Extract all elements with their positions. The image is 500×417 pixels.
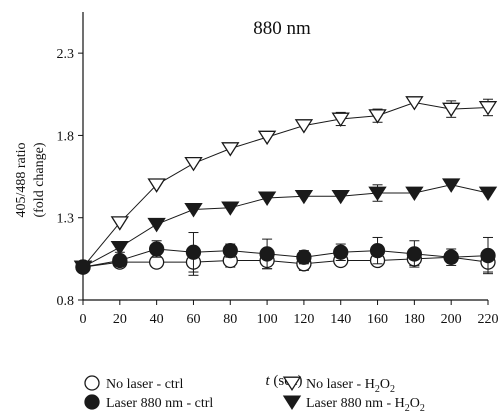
legend-label: Laser 880 nm - H2O2	[306, 396, 425, 414]
y-tick-label: 2.3	[57, 47, 75, 62]
series-layer	[73, 96, 498, 276]
x-tick-label: 120	[293, 312, 314, 327]
legend-label-sub: 2	[390, 384, 395, 395]
y-tick-label: 1.8	[57, 129, 75, 144]
x-axis-label-italic: t	[265, 373, 270, 389]
chart-title: 880 nm	[253, 18, 311, 39]
series-4	[73, 178, 498, 276]
legend-label: Laser 880 nm - ctrl	[106, 396, 213, 411]
data-point	[257, 191, 277, 207]
data-point	[443, 249, 459, 265]
y-axis-label-line2: (fold change)	[32, 142, 47, 217]
data-point	[478, 186, 498, 202]
data-point	[294, 189, 314, 205]
x-tick-label: 100	[257, 312, 278, 327]
data-point	[442, 102, 461, 118]
data-point	[480, 247, 496, 264]
data-point	[185, 244, 202, 260]
series-3	[73, 96, 498, 276]
data-point	[110, 240, 129, 256]
legend-label-text: O	[380, 377, 390, 392]
y-tick-label: 0.8	[57, 294, 75, 309]
data-point	[110, 216, 129, 231]
data-point	[147, 217, 166, 233]
legend-item-4: Laser 880 nm - H2O2	[282, 395, 425, 414]
legend-label-sub: 2	[420, 403, 425, 414]
data-point	[257, 130, 277, 146]
legend-item-2: Laser 880 nm - ctrl	[84, 394, 213, 411]
series-3-line	[82, 101, 489, 268]
x-tick-label: 80	[223, 312, 237, 327]
legend-label-sub: 2	[405, 403, 410, 414]
x-tick-label: 220	[478, 312, 499, 327]
legend-item-1: No laser - ctrl	[84, 375, 183, 392]
legend-label: No laser - ctrl	[106, 377, 183, 392]
legend-marker	[282, 395, 302, 411]
data-point	[442, 178, 461, 193]
data-point	[294, 119, 314, 134]
data-point	[184, 156, 203, 172]
data-point	[368, 186, 387, 202]
x-tick-label: 40	[150, 312, 164, 327]
data-point	[478, 101, 498, 116]
data-point	[73, 260, 93, 276]
legend-label-sub: 2	[375, 384, 380, 395]
data-point	[405, 96, 424, 111]
legend-label-text: O	[410, 396, 420, 411]
data-point	[333, 244, 349, 260]
legend-label-text: Laser 880 nm - H	[306, 396, 405, 411]
data-point	[221, 142, 240, 157]
data-point	[259, 246, 275, 262]
x-tick-label: 20	[113, 312, 127, 327]
y-axis-label-line1: 405/488 ratio	[14, 142, 29, 217]
data-point	[331, 189, 350, 205]
data-point	[221, 201, 240, 216]
series-4-line	[82, 184, 489, 268]
x-tick-label: 180	[404, 312, 425, 327]
data-point	[405, 186, 424, 202]
x-tick-label: 200	[441, 312, 462, 327]
x-tick-label: 0	[80, 312, 87, 327]
legend-label: No laser - H2O2	[306, 377, 395, 395]
legend-marker	[84, 394, 100, 410]
y-axis-label: 405/488 ratio (fold change)	[14, 142, 47, 217]
legend-marker	[282, 376, 302, 392]
x-tick-label: 160	[367, 312, 388, 327]
data-point	[148, 241, 165, 257]
data-point	[406, 246, 423, 262]
x-tick-label: 140	[330, 312, 351, 327]
series-1-line	[82, 256, 489, 268]
data-point	[368, 109, 387, 124]
axes: 0 20 40 60 80 100 120 140 160 180 200 220 0.8 1.3 1.8 2…	[57, 12, 499, 327]
data-point	[331, 112, 350, 128]
data-point	[147, 178, 166, 193]
legend-item-3: No laser - H2O2	[282, 376, 395, 395]
data-point	[222, 242, 238, 259]
data-point	[369, 242, 386, 259]
series-1	[75, 248, 496, 276]
y-tick-label: 1.3	[57, 212, 75, 227]
data-point	[184, 203, 203, 218]
series-2	[75, 232, 496, 275]
data-point	[296, 249, 312, 265]
legend-marker	[84, 375, 100, 391]
legend-label-text: No laser - H	[306, 377, 375, 392]
x-tick-label: 60	[186, 312, 200, 327]
data-point	[112, 252, 128, 269]
legend: No laser - ctrl Laser 880 nm - ctrl No las…	[84, 375, 425, 414]
